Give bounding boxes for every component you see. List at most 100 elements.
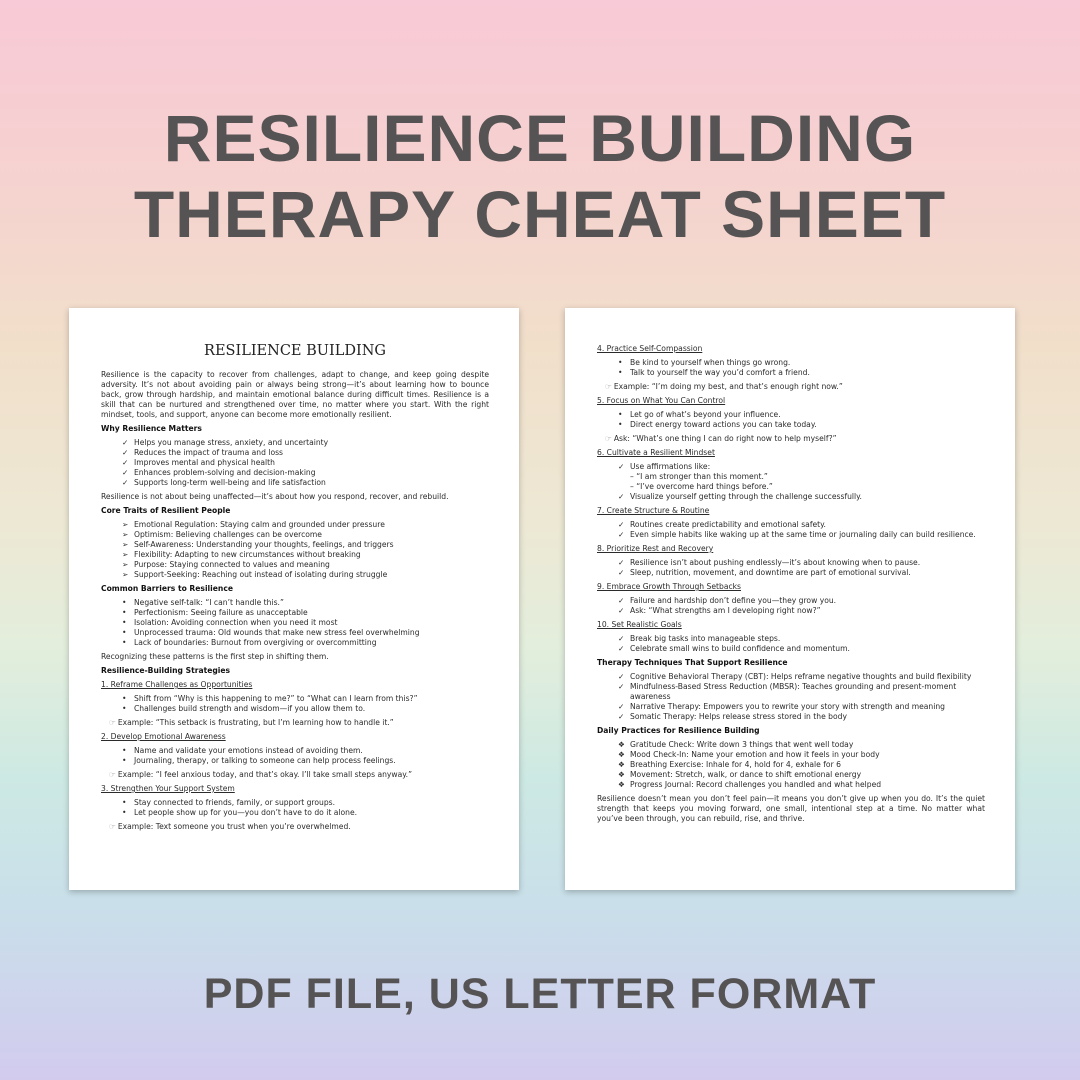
paragraph: Resilience doesn’t mean you don’t feel p… [597, 794, 985, 823]
example-text: Example: Text someone you trust when you… [117, 822, 351, 831]
list-item: ✓ Resilience isn’t about pushing endlessl… [618, 558, 985, 568]
bullet-icon: • [618, 420, 623, 429]
bullet-icon: • [122, 638, 127, 647]
list-item: • Let go of what’s beyond your influence. [618, 410, 985, 420]
list-item: ✓ Improves mental and physical health [122, 458, 489, 468]
strategy-heading: 8. Prioritize Rest and Recovery [597, 544, 714, 553]
pointing-hand-icon: ☞ [109, 770, 116, 779]
list-item: ➢ Support-Seeking: Reaching out instead o… [122, 570, 489, 580]
bullet-icon: • [122, 808, 127, 817]
example-note: ☞ Example: “I’m doing my best, and that’s… [605, 382, 985, 392]
diamond-icon: ❖ [618, 760, 625, 769]
bullet-icon: • [618, 358, 623, 367]
list-item: ❖ Mood Check-In: Name your emotion and ho… [618, 750, 985, 760]
list-item-text: Talk to yourself the way you’d comfort a… [630, 368, 810, 377]
diamond-icon: ❖ [618, 750, 625, 759]
bullet-icon: • [122, 704, 127, 713]
bullet-list: ✓ Break big tasks into manageable steps. ✓… [597, 634, 985, 654]
strategy-heading: 9. Embrace Growth Through Setbacks [597, 582, 741, 591]
pointing-hand-icon: ☞ [605, 382, 612, 391]
pointing-hand-icon: ☞ [109, 718, 116, 727]
list-item: ✓ Ask: “What strengths am I developing ri… [618, 606, 985, 616]
list-item-text: Reduces the impact of trauma and loss [134, 448, 284, 457]
example-note: ☞ Ask: “What’s one thing I can do right n… [605, 434, 985, 444]
list-item-text: Emotional Regulation: Staying calm and g… [134, 520, 385, 529]
list-item: ❖ Gratitude Check: Write down 3 things th… [618, 740, 985, 750]
list-item-text: Even simple habits like waking up at the… [630, 530, 976, 539]
list-item-text: Challenges build strength and wisdom—if … [134, 704, 366, 713]
arrow-icon: ➢ [122, 560, 129, 569]
check-icon: ✓ [618, 606, 625, 615]
document-page-2: 4. Practice Self-Compassion • Be kind to y… [565, 308, 1015, 890]
check-icon: ✓ [618, 702, 625, 711]
list-item-text: Mindfulness-Based Stress Reduction (MBSR… [630, 682, 957, 701]
list-item-text: Failure and hardship don’t define you—th… [630, 596, 837, 605]
check-icon: ✓ [618, 530, 625, 539]
strategy-heading: 1. Reframe Challenges as Opportunities [101, 680, 253, 689]
paragraph: Recognizing these patterns is the first … [101, 652, 329, 661]
list-item-text: Let people show up for you—you don’t hav… [134, 808, 358, 817]
list-item-text: Cognitive Behavioral Therapy (CBT): Help… [630, 672, 972, 681]
list-item-text: Support-Seeking: Reaching out instead of… [134, 570, 388, 579]
headline-line-1: RESILIENCE BUILDING [163, 101, 917, 175]
list-item: ✓ Somatic Therapy: Helps release stress s… [618, 712, 985, 722]
headline-line-2: THERAPY CHEAT SHEET [133, 177, 947, 251]
list-item: • Unprocessed trauma: Old wounds that mak… [122, 628, 489, 638]
list-item: ➢ Optimism: Believing challenges can be o… [122, 530, 489, 540]
bullet-icon: • [122, 628, 127, 637]
list-item: ✓ Failure and hardship don’t define you—t… [618, 596, 985, 606]
list-item-text: Visualize yourself getting through the c… [630, 492, 862, 501]
bullet-icon: • [122, 756, 127, 765]
list-item-text: Somatic Therapy: Helps release stress st… [630, 712, 847, 721]
bullet-list: • Name and validate your emotions instead… [101, 746, 489, 766]
list-item-text: Optimism: Believing challenges can be ov… [134, 530, 322, 539]
arrow-icon: ➢ [122, 520, 129, 529]
document-page-1: RESILIENCE BUILDING Resilience is the ca… [69, 308, 519, 890]
list-item-text: Be kind to yourself when things go wrong… [630, 358, 791, 367]
list-item-text: Breathing Exercise: Inhale for 4, hold f… [630, 760, 841, 769]
section-heading: Therapy Techniques That Support Resilien… [597, 658, 788, 667]
list-item: ✓ Cognitive Behavioral Therapy (CBT): Hel… [618, 672, 985, 682]
paragraph: Resilience is not about being unaffected… [101, 492, 449, 501]
check-icon: ✓ [618, 634, 625, 643]
list-item-text: Lack of boundaries: Burnout from overgiv… [134, 638, 377, 647]
check-icon: ✓ [618, 644, 625, 653]
bullet-list: ❖ Gratitude Check: Write down 3 things th… [597, 740, 985, 790]
list-item-text: Improves mental and physical health [134, 458, 275, 467]
bullet-icon: • [122, 694, 127, 703]
list-item-text: Self-Awareness: Understanding your thoug… [134, 540, 394, 549]
list-item: • Journaling, therapy, or talking to some… [122, 756, 489, 766]
bullet-list: ✓ Helps you manage stress, anxiety, and u… [101, 438, 489, 488]
list-item: ➢ Emotional Regulation: Staying calm and … [122, 520, 489, 530]
bullet-icon: • [122, 798, 127, 807]
arrow-icon: ➢ [122, 530, 129, 539]
example-text: Example: “This setback is frustrating, b… [117, 718, 394, 727]
list-item-text: Perfectionism: Seeing failure as unaccep… [134, 608, 308, 617]
list-item: ✓ Helps you manage stress, anxiety, and u… [122, 438, 489, 448]
list-item-text: Sleep, nutrition, movement, and downtime… [630, 568, 911, 577]
list-item-text: Ask: “What strengths am I developing rig… [630, 606, 821, 615]
list-item-text: Flexibility: Adapting to new circumstanc… [134, 550, 361, 559]
list-item-text: Journaling, therapy, or talking to someo… [134, 756, 396, 765]
check-icon: ✓ [618, 596, 625, 605]
list-item: ✓ Break big tasks into manageable steps. [618, 634, 985, 644]
list-item: – “I am stronger than this moment.” [618, 472, 985, 482]
list-item: ➢ Purpose: Staying connected to values an… [122, 560, 489, 570]
bullet-icon: • [618, 368, 623, 377]
section-heading: Daily Practices for Resilience Building [597, 726, 760, 735]
bullet-icon: • [618, 410, 623, 419]
check-icon: ✓ [122, 458, 129, 467]
list-item-text: Gratitude Check: Write down 3 things tha… [630, 740, 854, 749]
list-item: • Talk to yourself the way you’d comfort … [618, 368, 985, 378]
example-text: Ask: “What’s one thing I can do right no… [613, 434, 837, 443]
bullet-list: • Negative self-talk: “I can’t handle thi… [101, 598, 489, 648]
list-item-text: Shift from “Why is this happening to me?… [134, 694, 418, 703]
diamond-icon: ❖ [618, 780, 625, 789]
list-item-text: – “I’ve overcome hard things before.” [630, 482, 773, 491]
strategy-heading: 2. Develop Emotional Awareness [101, 732, 226, 741]
section-heading: Why Resilience Matters [101, 424, 202, 433]
check-icon: ✓ [618, 568, 625, 577]
section-heading: Core Traits of Resilient People [101, 506, 231, 515]
bullet-list: • Shift from “Why is this happening to me… [101, 694, 489, 714]
list-item-text: Supports long-term well-being and life s… [134, 478, 326, 487]
